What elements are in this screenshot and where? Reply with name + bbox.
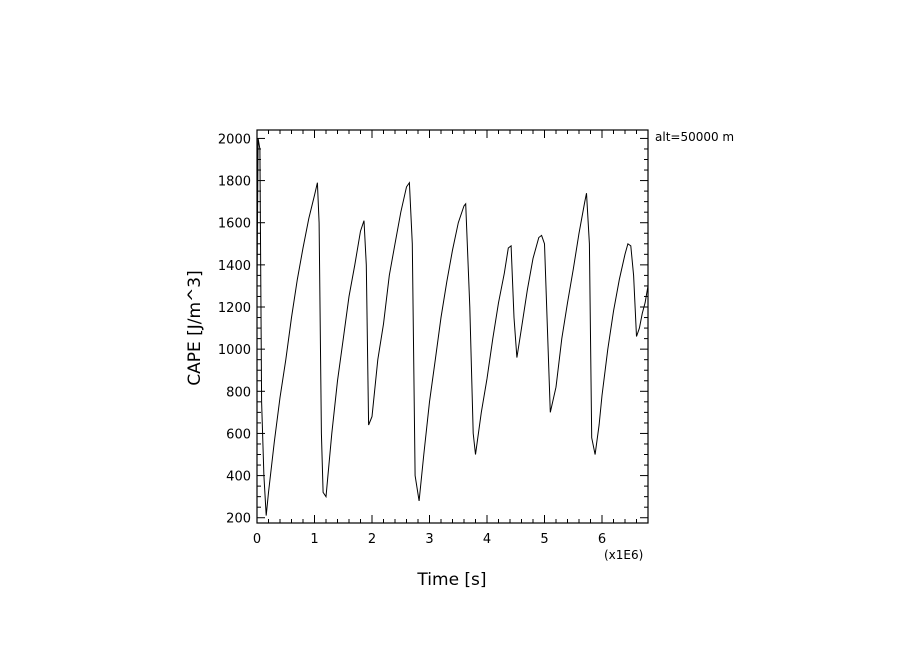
x-tick-label: 5 [540, 532, 548, 547]
y-axis-label: CAPE [J/m^3] [185, 270, 205, 386]
y-tick-label: 1000 [218, 343, 251, 358]
y-tick-label: 2000 [218, 132, 251, 147]
y-tick-label: 600 [226, 427, 251, 442]
y-tick-label: 1800 [218, 175, 251, 190]
x-tick-label: 3 [425, 532, 433, 547]
series-line-cape [256, 138, 649, 516]
x-tick-label: 2 [368, 532, 376, 547]
y-tick-label: 1400 [218, 259, 251, 274]
y-tick-label: 800 [226, 385, 251, 400]
y-tick-label: 1600 [218, 217, 251, 232]
y-tick-label: 1200 [218, 301, 251, 316]
x-tick-label: 1 [310, 532, 318, 547]
altitude-annotation: alt=50000 m [655, 130, 734, 144]
x-tick-label: 4 [483, 532, 491, 547]
x-axis-label: Time [s] [416, 570, 486, 590]
x-tick-label: 6 [598, 532, 606, 547]
y-tick-label: 400 [226, 470, 251, 485]
tick-labels: 200 400 600 800 1000 1200 1400 1600 1800 2000 0 1 2 3… [218, 132, 606, 547]
x-tick-label: 0 [253, 532, 261, 547]
y-tick-label: 200 [226, 512, 251, 527]
x-multiplier-label: (x1E6) [604, 548, 643, 562]
plot-frame [256, 129, 649, 524]
